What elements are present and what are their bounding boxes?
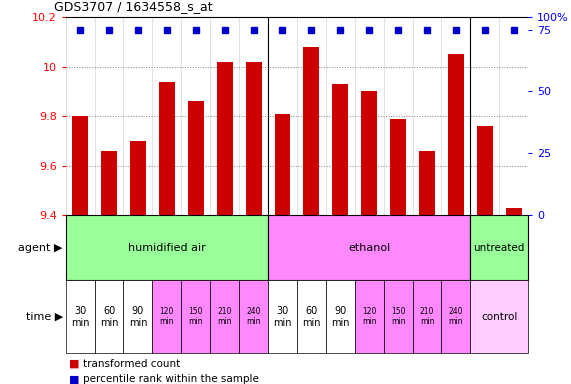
Bar [188, 101, 204, 215]
Bar [326, 280, 355, 353]
Text: time ▶: time ▶ [26, 312, 63, 322]
Text: 30
min: 30 min [71, 306, 90, 328]
Bar [239, 280, 268, 353]
Text: 120
min: 120 min [362, 307, 376, 326]
Bar [477, 126, 493, 215]
Bar [268, 280, 297, 353]
Bar [355, 280, 384, 353]
Text: percentile rank within the sample: percentile rank within the sample [83, 374, 259, 384]
Bar [130, 141, 146, 215]
Text: humidified air: humidified air [128, 243, 206, 253]
Bar [268, 215, 471, 280]
Bar [303, 47, 319, 215]
Bar [471, 215, 528, 280]
Bar [361, 91, 377, 215]
Text: agent ▶: agent ▶ [18, 243, 63, 253]
Bar [332, 84, 348, 215]
Text: transformed count: transformed count [83, 359, 180, 369]
Text: ■: ■ [69, 359, 79, 369]
Bar [101, 151, 117, 215]
Bar [471, 280, 528, 353]
Bar [246, 62, 262, 215]
Bar [182, 280, 210, 353]
Text: 60
min: 60 min [100, 306, 118, 328]
Bar [448, 55, 464, 215]
Text: 150
min: 150 min [188, 307, 203, 326]
Text: 150
min: 150 min [391, 307, 405, 326]
Bar [210, 280, 239, 353]
Bar [275, 114, 291, 215]
Text: ■: ■ [69, 374, 79, 384]
Text: 210
min: 210 min [420, 307, 435, 326]
Bar [384, 280, 413, 353]
Bar [159, 81, 175, 215]
Text: control: control [481, 312, 517, 322]
Text: 240
min: 240 min [246, 307, 261, 326]
Bar [390, 119, 406, 215]
Bar [72, 116, 88, 215]
Bar [95, 280, 123, 353]
Text: 240
min: 240 min [449, 307, 463, 326]
Text: 60
min: 60 min [302, 306, 321, 328]
Text: 210
min: 210 min [218, 307, 232, 326]
Bar [297, 280, 326, 353]
Bar [419, 151, 435, 215]
Bar [66, 280, 95, 353]
Text: untreated: untreated [473, 243, 525, 253]
Text: 90
min: 90 min [331, 306, 349, 328]
Bar [123, 280, 152, 353]
Text: 30
min: 30 min [273, 306, 292, 328]
Text: GDS3707 / 1634558_s_at: GDS3707 / 1634558_s_at [54, 0, 213, 13]
Bar [413, 280, 441, 353]
Bar [217, 62, 232, 215]
Text: 90
min: 90 min [128, 306, 147, 328]
Bar [506, 208, 522, 215]
Text: ethanol: ethanol [348, 243, 391, 253]
Bar [441, 280, 471, 353]
Bar [152, 280, 182, 353]
Bar [66, 215, 268, 280]
Text: 120
min: 120 min [159, 307, 174, 326]
